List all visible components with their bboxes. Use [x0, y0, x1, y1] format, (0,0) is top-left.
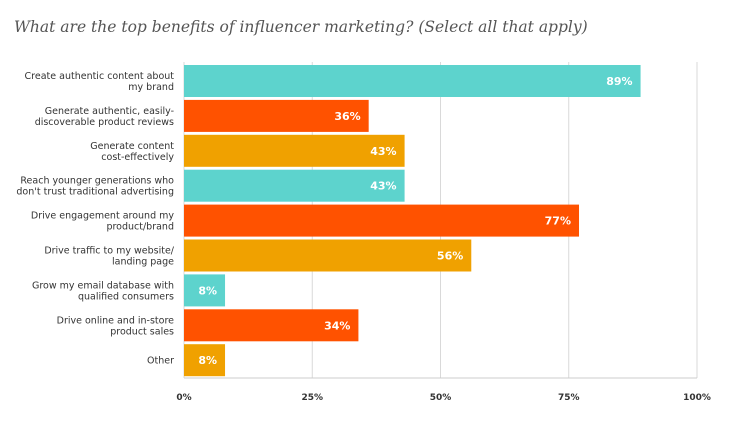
chart-title: What are the top benefits of influencer …: [14, 18, 588, 36]
category-label-1: Generate authentic, easily-discoverable …: [35, 106, 174, 128]
category-label-6: Grow my email database with qualified con…: [32, 280, 174, 302]
category-label-0: Create authentic content about my brand: [25, 71, 175, 93]
value-label-8: 8%: [198, 354, 217, 367]
category-label-4: Drive engagement around my product/brand: [31, 211, 174, 233]
category-label-2: Generate content cost-effectively: [90, 141, 174, 163]
x-tick-label-0: 0%: [176, 393, 191, 403]
value-label-2: 43%: [370, 145, 396, 158]
value-label-1: 36%: [334, 110, 360, 123]
value-label-3: 43%: [370, 180, 396, 193]
value-label-7: 34%: [324, 319, 350, 332]
bar-3: [184, 169, 405, 202]
bar-6: [184, 274, 226, 307]
value-label-4: 77%: [545, 215, 571, 228]
category-label-3: Reach younger generations who don't trust…: [16, 176, 174, 198]
category-label-5: Drive traffic to my website/landing page: [44, 246, 174, 268]
bar-8: [184, 344, 226, 377]
x-tick-label-3: 75%: [558, 393, 580, 403]
x-tick-label-2: 50%: [430, 393, 452, 403]
x-tick-label-1: 25%: [301, 393, 323, 403]
category-label-8: Other: [147, 356, 174, 367]
bar-4: [184, 204, 580, 237]
value-label-5: 56%: [437, 250, 463, 263]
bar-1: [184, 99, 369, 132]
value-label-0: 89%: [606, 75, 632, 88]
bar-5: [184, 239, 472, 272]
bar-0: [184, 65, 641, 97]
bar-7: [184, 309, 359, 342]
value-label-6: 8%: [198, 284, 217, 297]
bar-2: [184, 134, 405, 167]
category-label-7: Drive online and in-store product sales: [57, 315, 175, 337]
x-tick-label-4: 100%: [683, 393, 711, 403]
